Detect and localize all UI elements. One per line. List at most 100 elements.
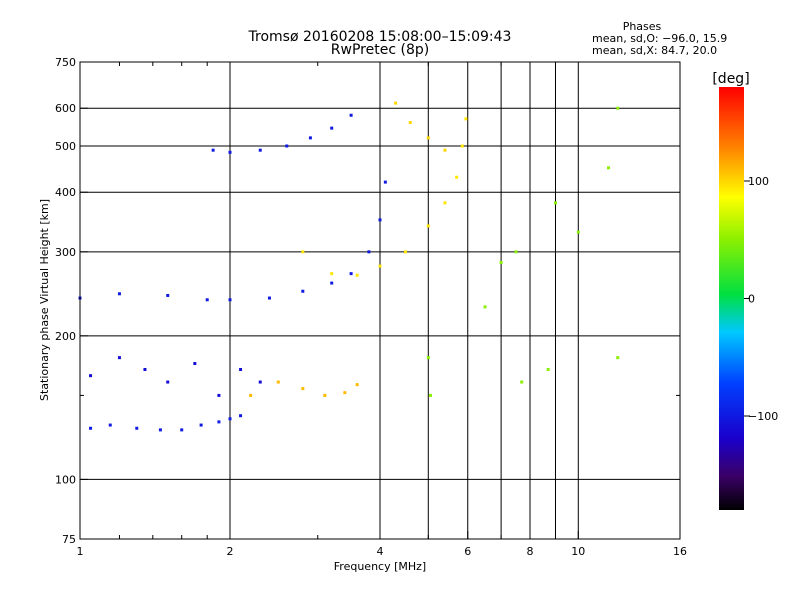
echo-point: [616, 106, 620, 110]
echo-point: [211, 148, 215, 152]
echo-point: [483, 305, 487, 309]
echo-point: [301, 250, 305, 254]
echo-point: [228, 150, 232, 154]
echo-point: [343, 391, 347, 395]
colorbar: [deg] 100 0 −100: [712, 71, 778, 510]
echo-point: [323, 393, 327, 397]
echo-point: [426, 136, 430, 140]
echo-point: [428, 393, 432, 397]
colorbar-label: [deg]: [712, 71, 749, 87]
echo-point: [180, 428, 184, 432]
echo-point: [239, 367, 243, 371]
echo-point: [378, 218, 382, 222]
echo-point: [383, 180, 387, 184]
echo-point: [308, 136, 312, 140]
colorbar-tick-label: 100: [748, 175, 769, 188]
chart-title: Tromsø 20160208 15:08:00–15:09:43: [248, 29, 512, 45]
echo-point: [166, 380, 170, 384]
echo-point: [607, 166, 611, 170]
echo-point: [367, 250, 371, 254]
x-tick-label: 10: [571, 545, 585, 558]
x-tick-label: 8: [527, 545, 534, 558]
echo-point: [228, 298, 232, 302]
x-axis: 1 2 4 6 8 10 16: [77, 62, 687, 558]
x-tick-label: 6: [464, 545, 471, 558]
echo-point: [426, 356, 430, 360]
echo-point: [89, 426, 93, 430]
x-axis-label: Frequency [MHz]: [334, 560, 426, 573]
echo-point: [239, 414, 243, 418]
echo-point: [349, 113, 353, 117]
echo-point: [499, 260, 503, 264]
echo-point: [403, 250, 407, 254]
phases-legend: Phases mean, sd,O: −96.0, 15.9 mean, sd,…: [592, 20, 727, 57]
echo-point: [443, 148, 447, 152]
echo-point: [520, 380, 524, 384]
y-tick-label: 400: [55, 186, 76, 199]
echo-point: [258, 148, 262, 152]
y-axis: 75 100 200 300 400 500 600 750: [55, 56, 680, 546]
echo-point: [301, 387, 305, 391]
echo-point: [408, 121, 412, 125]
echo-point: [217, 393, 221, 397]
echo-point: [158, 428, 162, 432]
echo-point: [576, 230, 580, 234]
y-tick-label: 100: [55, 473, 76, 486]
y-axis-label: Stationary phase Virtual Height [km]: [38, 199, 51, 401]
echo-point: [117, 292, 121, 296]
echo-point: [355, 273, 359, 277]
x-tick-label: 1: [77, 545, 84, 558]
echo-point: [228, 417, 232, 421]
y-tick-label: 750: [55, 56, 76, 69]
echo-point: [199, 423, 203, 427]
y-tick-label: 300: [55, 246, 76, 259]
echo-point: [117, 356, 121, 360]
colorbar-tick-label: −100: [748, 410, 778, 423]
echo-point: [426, 224, 430, 228]
echo-point: [616, 356, 620, 360]
echo-point: [349, 272, 353, 276]
y-tick-label: 200: [55, 330, 76, 343]
colorbar-tick-label: 0: [748, 293, 755, 306]
echo-point: [460, 144, 464, 148]
echo-point: [108, 423, 112, 427]
echo-point: [285, 144, 289, 148]
echo-point: [249, 393, 253, 397]
echo-point: [205, 298, 209, 302]
echo-point: [546, 367, 550, 371]
echo-point: [89, 374, 93, 378]
echo-point: [455, 175, 459, 179]
echo-point: [394, 101, 398, 105]
echo-point: [378, 264, 382, 268]
y-tick-label: 500: [55, 140, 76, 153]
echo-point: [193, 361, 197, 365]
y-tick-label: 600: [55, 102, 76, 115]
phases-legend-x-stats: mean, sd,X: 84.7, 20.0: [592, 44, 717, 57]
echo-point: [301, 289, 305, 293]
phases-legend-heading: Phases: [623, 20, 662, 33]
colorbar-gradient: [719, 87, 744, 510]
phases-legend-o-stats: mean, sd,O: −96.0, 15.9: [592, 32, 727, 45]
chart-subtitle: RwPretec (8p): [331, 42, 429, 58]
echo-point: [514, 250, 518, 254]
echo-point: [553, 201, 557, 205]
echo-point: [330, 126, 334, 130]
echo-point: [143, 367, 147, 371]
echo-point: [166, 293, 170, 297]
echo-point: [330, 272, 334, 276]
data-points: [78, 101, 620, 432]
echo-point: [464, 117, 468, 121]
echo-point: [276, 380, 280, 384]
y-tick-label: 75: [62, 533, 76, 546]
echo-point: [355, 383, 359, 387]
echo-point: [330, 281, 334, 285]
echo-point: [135, 426, 139, 430]
x-tick-label: 2: [227, 545, 234, 558]
x-tick-label: 4: [377, 545, 384, 558]
echo-point: [443, 201, 447, 205]
x-tick-label: 16: [673, 545, 687, 558]
echo-point: [258, 380, 262, 384]
echo-point: [267, 296, 271, 300]
grid-lines: [80, 62, 680, 539]
